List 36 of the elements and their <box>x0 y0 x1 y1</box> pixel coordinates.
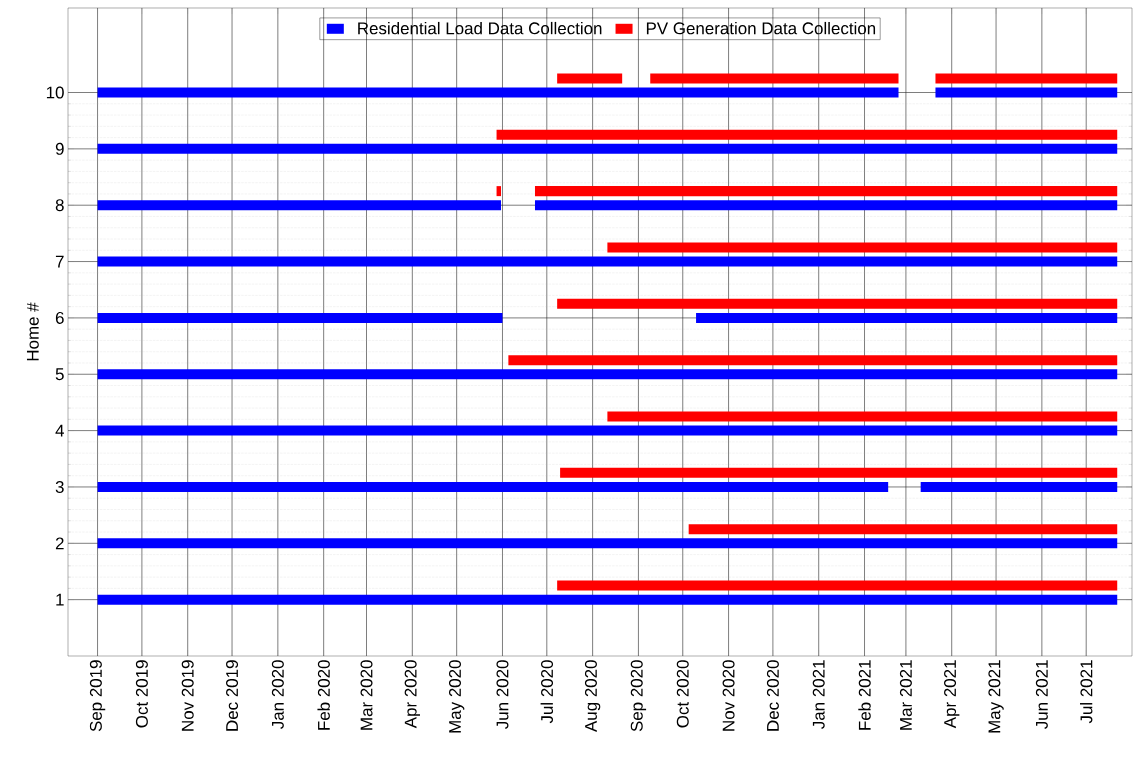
x-tick-label: Aug 2020 <box>584 660 601 733</box>
y-tick-label: 4 <box>55 424 64 437</box>
y-tick-label: 1 <box>56 593 64 606</box>
x-tick-label: Jun 2020 <box>496 660 509 729</box>
y-tick-label: 10 <box>46 86 64 99</box>
x-tick-label: May 2020 <box>448 660 465 733</box>
x-tick-label: Sep 2019 <box>89 660 106 732</box>
x-tick-label: Mar 2021 <box>899 660 912 730</box>
y-tick-label: 6 <box>55 311 64 324</box>
x-tick-label: Nov 2020 <box>722 660 735 731</box>
legend-label: Residential Load Data Collection <box>358 21 602 35</box>
x-tick-label: Oct 2020 <box>676 660 689 728</box>
x-tick-label: Dec 2020 <box>766 660 779 731</box>
x-tick-label: Jan 2021 <box>812 660 825 729</box>
y-tick-label: 7 <box>55 255 64 268</box>
y-tick-label: 3 <box>55 480 64 493</box>
x-tick-label: Feb 2020 <box>317 660 330 730</box>
y-tick-label: 8 <box>55 199 64 212</box>
x-tick-label: May 2021 <box>988 660 1004 733</box>
y-tick-label: 2 <box>55 537 64 550</box>
x-tick-label: Apr 2021 <box>944 660 960 729</box>
y-axis-title: Home # <box>26 302 39 361</box>
x-tick-label: Dec 2019 <box>226 660 239 731</box>
x-tick-label: Jan 2020 <box>271 660 284 729</box>
x-tick-label: Oct 2019 <box>135 660 148 728</box>
x-tick-label: Jul 2020 <box>540 660 554 724</box>
x-tick-label: Apr 2020 <box>404 660 420 729</box>
x-tick-label: Sep 2020 <box>630 660 647 732</box>
y-tick-label: 9 <box>55 142 64 155</box>
x-tick-label: Feb 2021 <box>858 660 871 730</box>
x-tick-label: Nov 2019 <box>181 660 194 731</box>
x-tick-label: Mar 2020 <box>360 660 373 730</box>
x-tick-label: Jul 2021 <box>1079 660 1093 724</box>
y-tick-label: 5 <box>55 368 64 381</box>
legend-label: PV Generation Data Collection <box>646 21 876 35</box>
x-tick-label: Jun 2021 <box>1035 660 1048 729</box>
